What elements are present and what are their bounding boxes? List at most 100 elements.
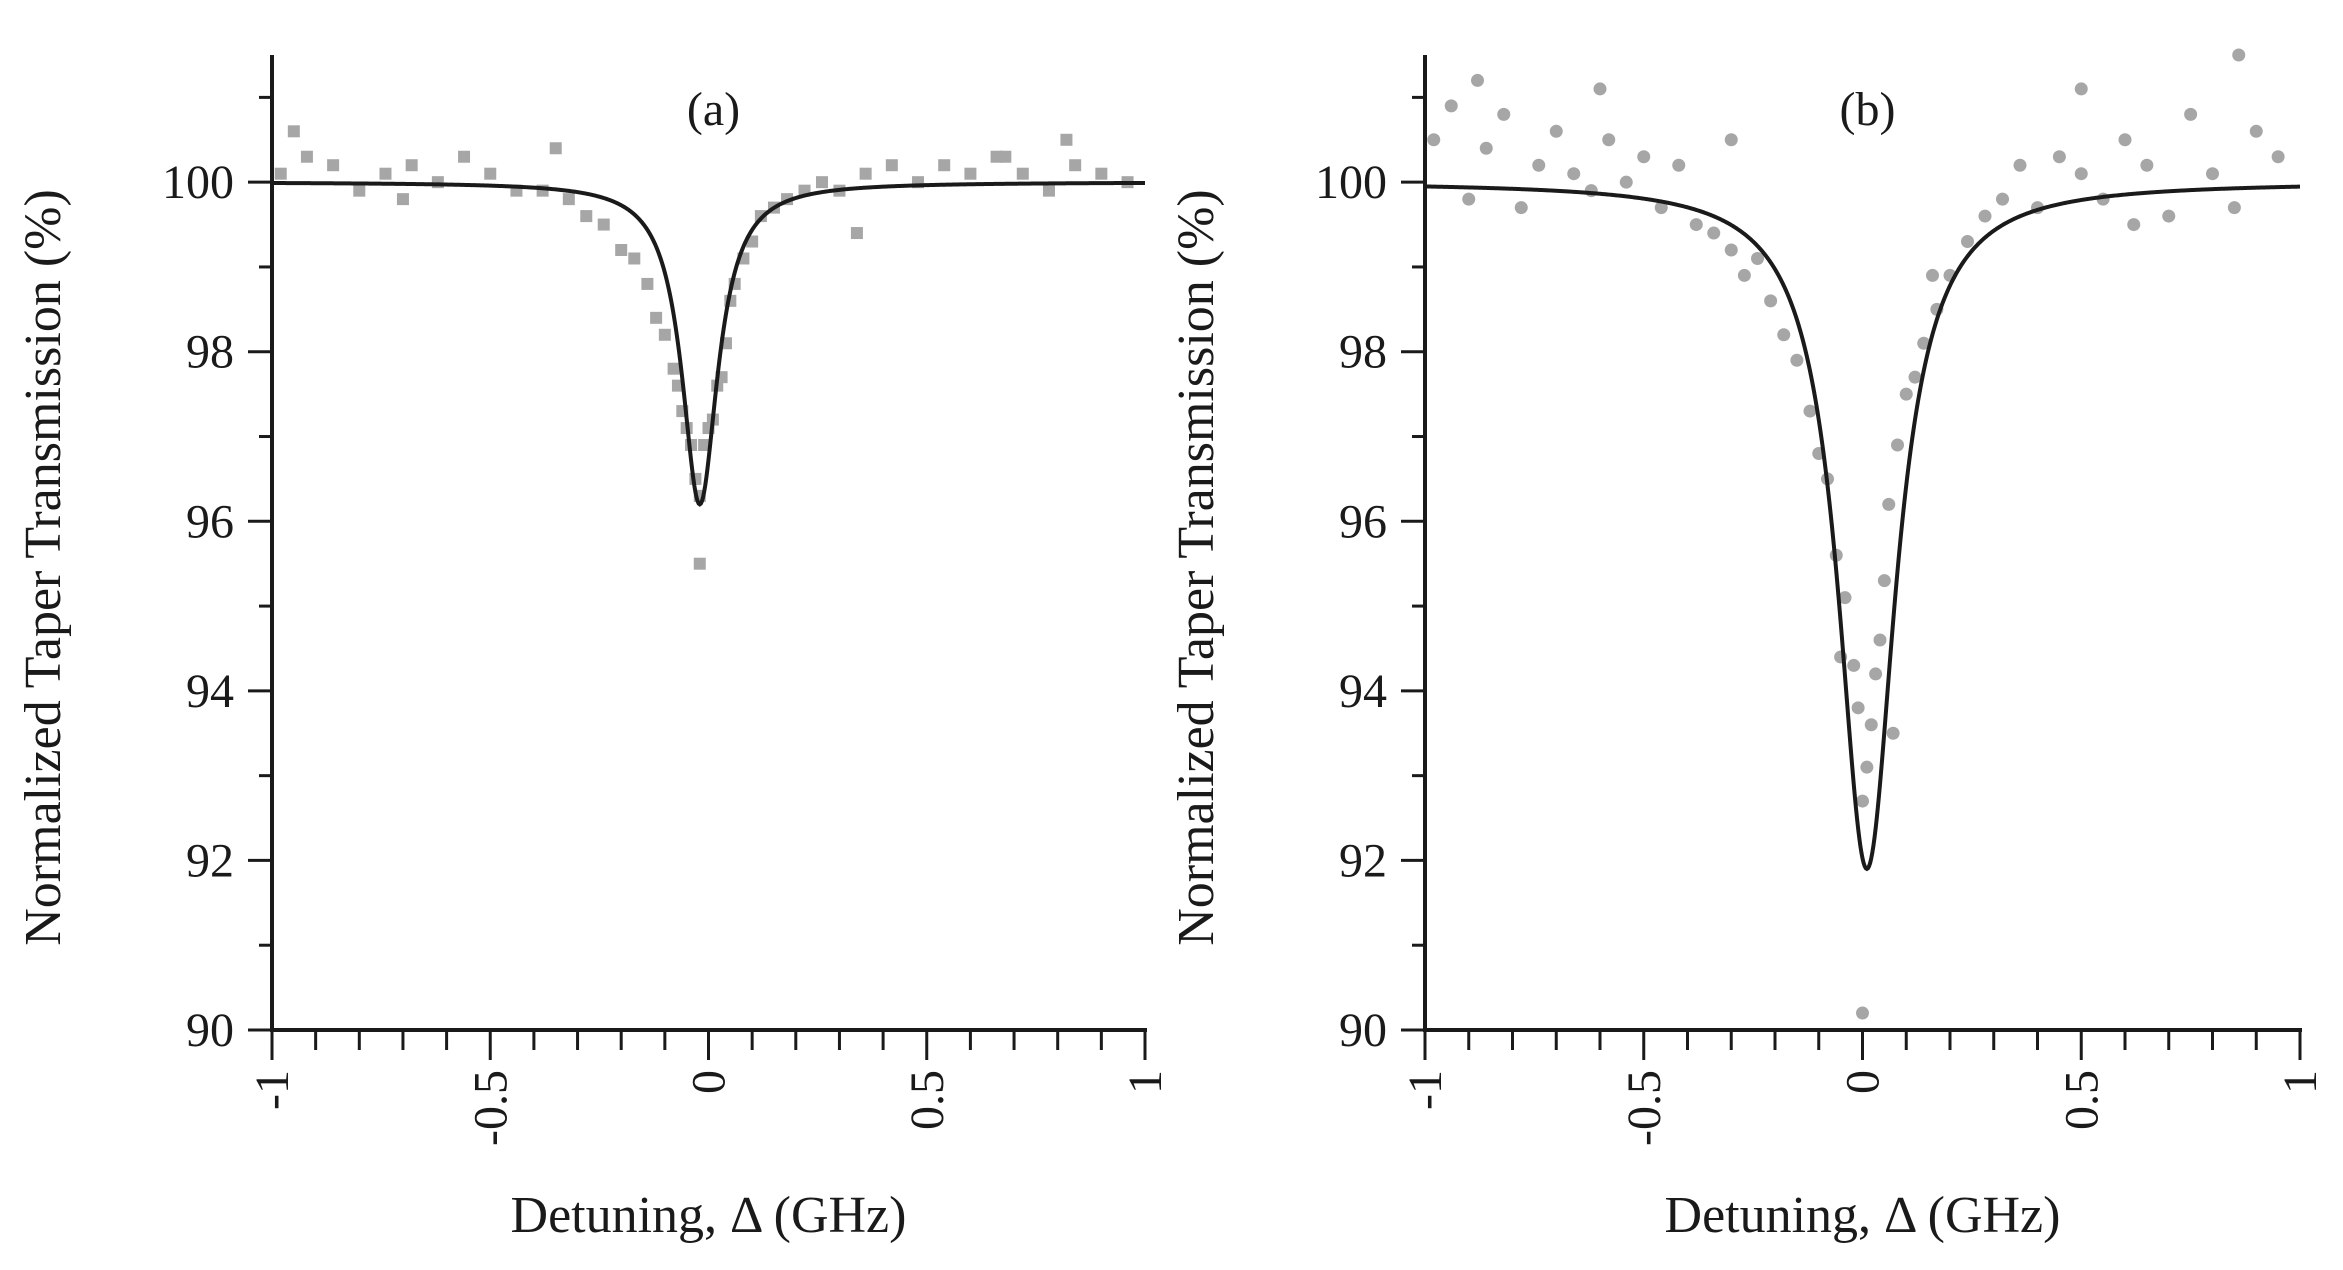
panel-b-data-point [1860,760,1874,774]
panel-b-data-point [1479,141,1493,155]
panel-b-data-point [1899,387,1913,401]
panel-b-data-point [1917,336,1931,350]
panel-a-data-point [628,252,641,265]
panel-b-y-axis-title: Normalized Taper Transmission (%) [1168,189,1225,946]
panel-b-x-tick-label: 0 [1837,1070,1890,1094]
panel-b-data-point [1838,591,1852,605]
panel-a-data-point [597,218,610,231]
panel-b-data-point [1847,658,1861,672]
panel-a-data-point [458,150,471,163]
panel-b-data-point [1877,574,1891,588]
panel-a-x-tick-label: 0 [683,1070,736,1094]
panel-a-data-point [667,362,680,375]
panel-a-data-point [1095,167,1108,180]
panel-b-data-point [1602,133,1616,147]
panel-b-data-point [2074,82,2088,96]
panel-a-x-tick-labels: -1 -0.5 0 0.5 1 [246,1070,1172,1146]
panel-b-data-point [1764,294,1778,308]
panel-a-data-point [580,210,593,223]
panel-a-data-point [650,311,663,324]
panel-b-data-point [2232,48,2246,62]
panel-b-data-point [1567,167,1581,181]
panel-a-y-tick-label: 90 [186,1004,234,1057]
panel-a-data-point [615,244,628,256]
panel-a-x-tick-label: -1 [246,1070,299,1110]
panel-b-data-point [1978,209,1992,223]
panel-b-data-point [1856,794,1869,808]
panel-b-data-point [2052,150,2066,164]
panel-b-data-point [1873,633,1887,647]
panel-b-y-tick-label: 92 [1339,834,1387,887]
panel-b-data-point [1724,243,1738,257]
panel-b-data-point [1961,235,1974,249]
panel-a-data-point [327,159,340,172]
panel-a-data-point [287,125,300,138]
panel-b-data-point [1790,353,1804,367]
panel-b-data-point [1996,192,2009,206]
panel-a-data-point [815,176,828,189]
panel-a-data-point [1069,159,1082,172]
panel-b-y-tick-label: 98 [1339,326,1387,379]
panel-b-x-axis-title: Detuning, Δ (GHz) [1665,1187,2061,1244]
panel-a-label: (a) [687,83,740,136]
panel-b-data-point [2074,167,2088,181]
panel-a-y-tick-label: 92 [186,834,234,887]
panel-b-data-point [1869,667,1883,681]
panel-b-x-tick-label: 0.5 [2055,1070,2108,1130]
panel-a-data-point [562,193,575,206]
panel-b-data-point [2206,167,2219,181]
panel-b-data-point [1882,497,1896,511]
panel-a-data-point [379,167,392,180]
panel-a-data-point [484,167,497,180]
panel-b-y-tick-label: 90 [1339,1004,1387,1057]
panel-b-data-point [1724,133,1738,147]
panel-b-x-tick-labels: -1 -0.5 0 0.5 1 [1399,1070,2327,1146]
panel-a-data-point [885,159,898,172]
panel-a-fit-curve [272,180,1145,507]
panel-a-y-axis-title: Normalized Taper Transmission (%) [15,189,72,946]
panel-a-data-point [396,193,409,206]
panel-b-axes [1423,55,2302,1032]
panel-b-data-point [2184,107,2198,121]
panel-b-data-point [1427,133,1441,147]
panel-b-data-point [1891,438,1904,452]
panel-b-label: (b) [1840,83,1896,136]
panel-b-data-point [1471,73,1484,87]
panel-b-data-point [2013,158,2027,172]
panel-b-data-point [2140,158,2154,172]
panel-a-data-point [698,439,711,451]
panel-a-x-tick-label: 0.5 [901,1070,954,1130]
panel-a-data-point [641,277,654,290]
panel-a-data-point [859,167,872,180]
panel-b-data-point [2249,124,2263,138]
panel-b: 90 92 94 96 98 100 -1 -0.5 0 0.5 1 (b) Detuning, … [1168,48,2327,1244]
panel-a-data-point [1042,184,1055,197]
panel-b-data-point [1637,150,1651,164]
panel-a-data-point [693,557,706,570]
panel-a-data-point [999,150,1012,163]
panel-a-ticks [248,95,1147,1060]
panel-a-data-point [274,167,287,180]
panel-b-data-point [2118,133,2132,147]
panel-a-x-axis-title: Detuning, Δ (GHz) [511,1187,907,1244]
panel-b-data-point [2271,150,2285,164]
panel-b-data-point [1886,726,1900,740]
panel-a-data-point [850,227,863,240]
panel-b-y-tick-label: 96 [1339,495,1387,548]
panel-b-data-point [1549,124,1563,138]
panel-b-data-point [1672,158,1686,172]
panel-a-data-point [1016,167,1029,180]
panel-b-data-point [1926,268,1939,282]
panel-b-data-point [1737,268,1751,282]
panel-b-data-point [1856,1006,1869,1020]
panel-a-data-point [353,184,366,197]
panel-a-y-tick-label: 100 [162,156,234,209]
panel-b-data-point [2227,201,2241,215]
panel-b-data-point [1654,201,1668,215]
panel-b-data-point [1444,99,1458,113]
panel-a: 90 92 94 96 98 100 -1 -0.5 0 0.5 1 (a) Detuning, … [15,55,1172,1244]
panel-a-points [274,125,1134,570]
panel-a-data-point [1060,133,1073,146]
panel-b-data-point [1864,718,1878,732]
